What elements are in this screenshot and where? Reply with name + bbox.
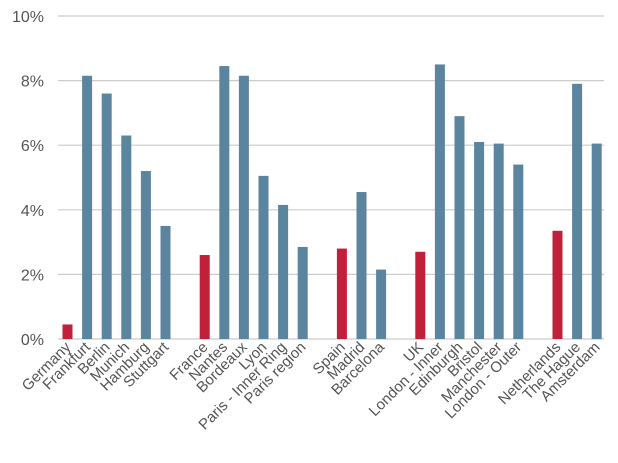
- bar-edinburgh: [454, 116, 465, 339]
- bar-stuttgart: [160, 225, 171, 339]
- y-tick-label: 2%: [21, 267, 44, 284]
- bar-london-outer: [513, 164, 524, 339]
- bar-spain: [336, 248, 347, 339]
- y-tick-label: 4%: [21, 203, 44, 220]
- bar-munich: [121, 135, 132, 339]
- bar-manchester: [493, 143, 504, 339]
- bars: [62, 64, 602, 340]
- y-tick-label: 8%: [21, 74, 44, 91]
- x-axis-category-labels: GermanyFrankfurtBerlinMunichHamburgStutt…: [19, 338, 604, 433]
- y-axis-tick-labels: 0% 2% 4% 6% 8% 10%: [12, 9, 44, 349]
- bar-paris-inner-ring: [278, 204, 289, 339]
- bar-bristol: [474, 141, 485, 339]
- bar-uk: [415, 251, 426, 339]
- y-tick-label: 6%: [21, 138, 44, 155]
- bar-berlin: [101, 93, 112, 340]
- y-tick-label: 0%: [21, 332, 44, 349]
- bar-amsterdam: [591, 143, 602, 339]
- bar-the-hague: [572, 83, 583, 339]
- bar-london-inner: [434, 64, 445, 339]
- bar-frankfurt: [82, 75, 93, 339]
- bar-nantes: [219, 66, 230, 339]
- bar-lyon: [258, 175, 269, 339]
- y-tick-label: 10%: [12, 9, 44, 26]
- bar-netherlands: [552, 230, 563, 339]
- bar-france: [199, 255, 210, 339]
- bar-germany: [62, 324, 73, 339]
- bar-barcelona: [376, 269, 387, 339]
- bar-paris-region: [297, 246, 308, 339]
- bar-bordeaux: [238, 75, 249, 339]
- bar-madrid: [356, 192, 367, 339]
- bar-hamburg: [140, 171, 151, 339]
